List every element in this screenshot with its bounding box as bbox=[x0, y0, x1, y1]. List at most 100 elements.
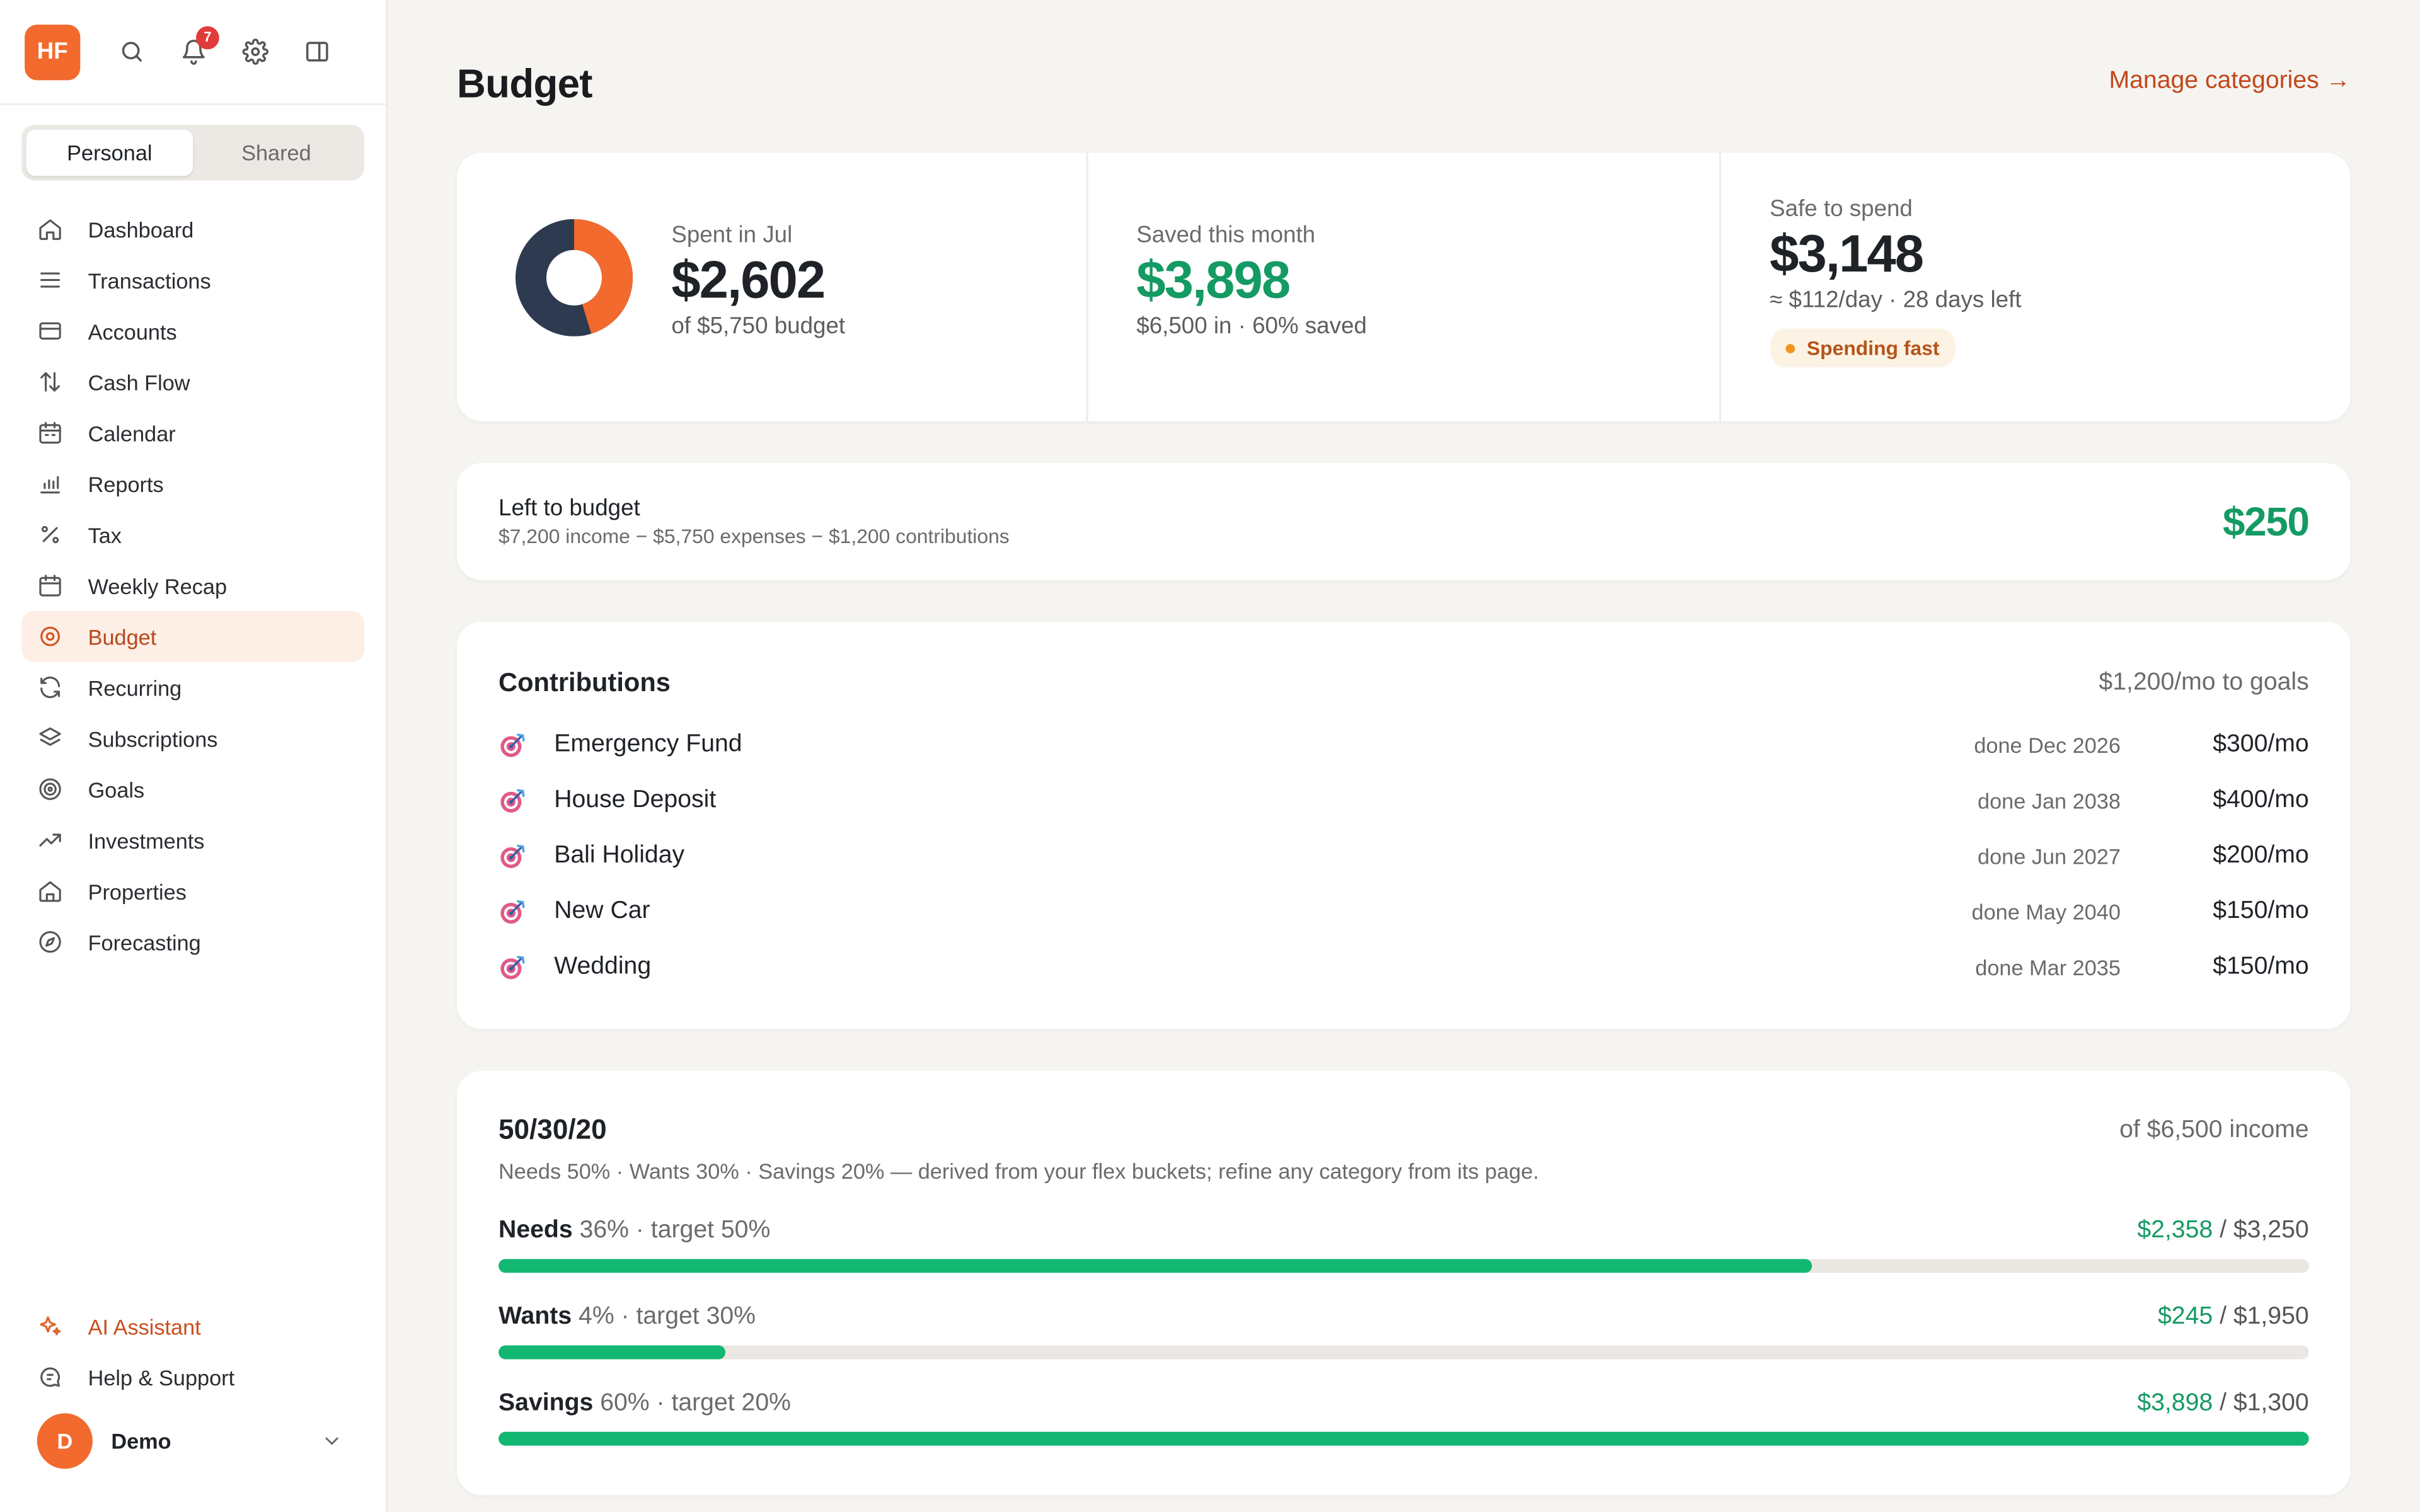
trend-up-icon bbox=[39, 833, 61, 847]
contribution-name: House Deposit bbox=[554, 786, 717, 813]
sidebar-item-label: Goals bbox=[88, 777, 145, 802]
sidebar-item-reports[interactable]: Reports bbox=[21, 458, 364, 509]
page-header: Budget Manage categories → bbox=[457, 0, 2351, 152]
sidebar-header: HF 7 bbox=[0, 0, 386, 105]
summary-card: Spent in Jul $2,602 of $5,750 budget Sav… bbox=[456, 152, 2351, 421]
sidebar: HF 7 Personal Shared bbox=[0, 0, 388, 1512]
list-item[interactable]: House Deposit done Jan 2038 $400/mo bbox=[498, 773, 2309, 828]
compass-icon bbox=[39, 931, 61, 953]
sidebar-item-dashboard[interactable]: Dashboard bbox=[21, 203, 364, 255]
contribution-date: done May 2040 bbox=[1971, 899, 2121, 924]
left-to-budget-breakdown: $7,200 income − $5,750 expenses − $1,200… bbox=[498, 524, 1010, 548]
bucket-spent: $3,898 bbox=[2137, 1390, 2213, 1417]
bucket-name: Wants bbox=[498, 1303, 572, 1331]
home-icon bbox=[39, 219, 61, 240]
list-icon bbox=[40, 272, 60, 288]
app-logo[interactable]: HF bbox=[25, 23, 81, 80]
contributions-list: Emergency Fund done Dec 2026 $300/mo House … bbox=[498, 718, 2309, 995]
sidebar-nav: Dashboard Transactions Accounts Cash Flo… bbox=[0, 203, 386, 967]
rule-description: Needs 50% · Wants 30% · Savings 20% — de… bbox=[498, 1159, 1539, 1184]
sidebar-item-subscriptions[interactable]: Subscriptions bbox=[21, 713, 364, 764]
contribution-date: done Mar 2035 bbox=[1975, 954, 2121, 980]
notification-badge: 7 bbox=[196, 25, 219, 49]
user-menu[interactable]: D Demo bbox=[21, 1410, 364, 1472]
bucket-spent: $245 bbox=[2158, 1303, 2213, 1331]
contribution-name: Wedding bbox=[554, 953, 652, 980]
sidebar-item-cash-flow[interactable]: Cash Flow bbox=[21, 357, 364, 408]
ai-assistant-label: AI Assistant bbox=[88, 1314, 201, 1339]
spent-summary: Spent in Jul $2,602 of $5,750 budget bbox=[457, 152, 1087, 421]
target-icon bbox=[40, 626, 60, 646]
workspace-toggle: Personal Shared bbox=[21, 125, 364, 181]
sidebar-item-label: Investments bbox=[88, 827, 205, 853]
progress-fill bbox=[498, 1345, 726, 1360]
spent-value: $2,602 bbox=[671, 251, 826, 311]
target-goal-icon bbox=[500, 733, 525, 757]
gear-icon[interactable] bbox=[241, 38, 268, 66]
sidebar-item-label: Recurring bbox=[88, 675, 182, 700]
percent-icon bbox=[41, 525, 59, 544]
sidebar-item-properties[interactable]: Properties bbox=[21, 866, 364, 917]
sidebar-toggle-icon[interactable] bbox=[302, 38, 330, 66]
progress-track bbox=[498, 1431, 2309, 1446]
chevron-down-icon[interactable] bbox=[321, 1430, 342, 1452]
left-to-budget-value: $250 bbox=[2222, 497, 2310, 544]
contribution-date: done Jan 2038 bbox=[1978, 788, 2121, 813]
tab-shared[interactable]: Shared bbox=[241, 140, 311, 166]
sidebar-item-weekly-recap[interactable]: Weekly Recap bbox=[21, 560, 364, 611]
list-item[interactable]: Bali Holiday done Jun 2027 $200/mo bbox=[498, 828, 2309, 884]
sidebar-item-label: Tax bbox=[88, 522, 122, 547]
tab-personal[interactable]: Personal bbox=[26, 129, 193, 176]
main-content: Budget Manage categories → Spent in Jul … bbox=[388, 0, 2420, 1512]
sidebar-item-budget[interactable]: Budget bbox=[21, 610, 364, 662]
sidebar-item-tax[interactable]: Tax bbox=[21, 509, 364, 560]
ai-assistant-button[interactable]: AI Assistant bbox=[21, 1301, 364, 1352]
progress-fill bbox=[498, 1259, 1812, 1273]
sidebar-item-goals[interactable]: Goals bbox=[21, 764, 364, 815]
sidebar-item-label: Cash Flow bbox=[88, 369, 190, 394]
safe-to-spend-summary: Safe to spend $3,148 ≈ $112/day · 28 day… bbox=[1719, 152, 2350, 421]
page-title: Budget bbox=[456, 60, 593, 106]
safe-label: Safe to spend bbox=[1770, 196, 1913, 222]
bar-chart-icon bbox=[40, 476, 60, 494]
chat-icon bbox=[40, 1367, 60, 1387]
sidebar-item-label: Dashboard bbox=[88, 217, 194, 242]
bucket-total: / $1,950 bbox=[2213, 1303, 2309, 1331]
list-item[interactable]: Emergency Fund done Dec 2026 $300/mo bbox=[498, 718, 2309, 773]
target-goal-icon bbox=[500, 956, 525, 980]
sidebar-item-label: Accounts bbox=[88, 318, 177, 343]
sidebar-item-forecasting[interactable]: Forecasting bbox=[21, 917, 364, 968]
bucket-spent: $2,358 bbox=[2137, 1217, 2213, 1244]
bucket-total: / $3,250 bbox=[2213, 1217, 2309, 1244]
bucket-meta: 4% · target 30% bbox=[579, 1303, 756, 1331]
sidebar-item-recurring[interactable]: Recurring bbox=[21, 662, 364, 713]
calendar-icon bbox=[39, 421, 61, 444]
list-item[interactable]: New Car done May 2040 $150/mo bbox=[498, 884, 2309, 939]
target-goal-icon bbox=[500, 789, 525, 813]
search-icon[interactable] bbox=[117, 38, 145, 66]
sidebar-item-transactions[interactable]: Transactions bbox=[21, 255, 364, 306]
status-badge: Spending fast bbox=[1770, 329, 1955, 368]
sidebar-item-investments[interactable]: Investments bbox=[21, 815, 364, 866]
card-icon bbox=[39, 322, 61, 340]
bell-icon[interactable]: 7 bbox=[179, 25, 219, 66]
saved-summary: Saved this month $3,898 $6,500 in · 60% … bbox=[1086, 152, 1719, 421]
manage-categories-link[interactable]: Manage categories → bbox=[2109, 67, 2351, 94]
help-support-label: Help & Support bbox=[88, 1365, 235, 1390]
bucket-name: Needs bbox=[498, 1217, 573, 1244]
help-support-button[interactable]: Help & Support bbox=[21, 1351, 364, 1402]
contribution-name: New Car bbox=[554, 898, 650, 924]
rule-503020-card: 50/30/20 of $6,500 income Needs 50% · Wa… bbox=[456, 1070, 2351, 1496]
house-icon bbox=[39, 881, 61, 902]
sidebar-item-label: Reports bbox=[88, 471, 164, 496]
spent-label: Spent in Jul bbox=[671, 222, 793, 249]
sidebar-item-calendar[interactable]: Calendar bbox=[21, 408, 364, 459]
list-item[interactable]: Wedding done Mar 2035 $150/mo bbox=[498, 939, 2309, 995]
progress-track bbox=[498, 1259, 2309, 1273]
sidebar-item-accounts[interactable]: Accounts bbox=[21, 306, 364, 357]
sidebar-item-label: Subscriptions bbox=[88, 726, 218, 751]
goal-icon bbox=[39, 778, 61, 800]
status-badge-label: Spending fast bbox=[1806, 336, 1940, 360]
contribution-name: Emergency Fund bbox=[554, 731, 742, 758]
safe-sub: ≈ $112/day · 28 days left bbox=[1770, 287, 2022, 314]
